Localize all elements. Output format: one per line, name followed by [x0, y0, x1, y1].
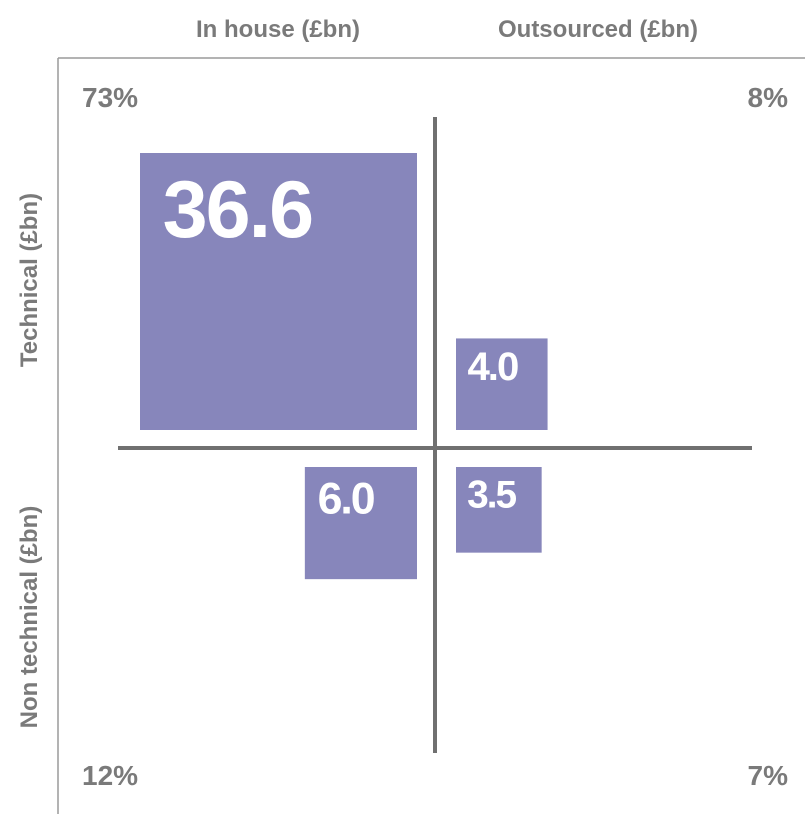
share-label: 7%	[748, 760, 789, 791]
share-label: 12%	[82, 760, 138, 791]
value-square	[456, 467, 542, 553]
row-label: Non technical (£bn)	[16, 506, 43, 729]
column-label: In house (£bn)	[196, 16, 360, 43]
value-label: 3.5	[467, 473, 516, 516]
row-label: Technical (£bn)	[16, 193, 43, 367]
value-label: 4.0	[467, 344, 517, 389]
value-label: 6.0	[318, 474, 374, 523]
value-square	[304, 467, 417, 580]
value-square	[140, 153, 417, 430]
column-label: Outsourced (£bn)	[498, 16, 698, 43]
share-label: 73%	[82, 82, 138, 113]
share-label: 8%	[748, 82, 789, 113]
value-square	[456, 338, 548, 430]
value-label: 36.6	[163, 165, 313, 255]
